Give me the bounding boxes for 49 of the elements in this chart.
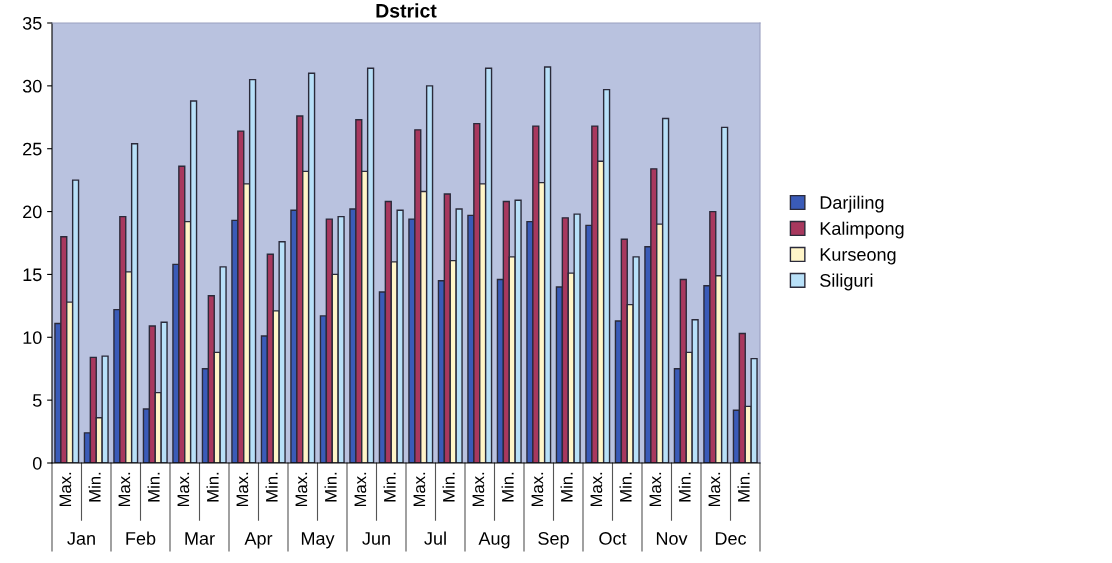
x-tick-label: Min. xyxy=(383,472,396,502)
text: Mar xyxy=(185,532,215,545)
x-tick-label: Min. xyxy=(619,472,632,502)
legend-label: Darjiling xyxy=(820,195,884,213)
text: Jan xyxy=(67,532,95,545)
x-tick-label: Max. xyxy=(295,472,308,507)
text: Sep xyxy=(538,532,569,549)
y-tick-label: 5 xyxy=(32,394,42,407)
y-tick-label: 25 xyxy=(23,142,42,156)
text: Aug xyxy=(478,532,510,549)
text: Jun xyxy=(362,532,390,545)
y-tick-label: 20 xyxy=(23,205,42,219)
x-tick-label: Max. xyxy=(118,472,131,507)
x-tick-label: Max. xyxy=(177,472,190,507)
y-tick-label: 15 xyxy=(23,268,42,282)
legend-label: Kalimpong xyxy=(820,221,904,239)
text: May xyxy=(301,532,335,549)
x-tick-label: Max. xyxy=(708,472,721,507)
x-tick-label: Max. xyxy=(649,472,662,507)
x-tick-label: Min. xyxy=(737,472,750,502)
x-tick-label: Min. xyxy=(501,472,514,502)
legend-label: Siliguri xyxy=(820,273,873,291)
x-tick-label: Max. xyxy=(354,472,367,507)
legend-label: Kurseong xyxy=(820,248,896,265)
x-tick-label: Min. xyxy=(265,472,278,502)
x-tick-label: Max. xyxy=(236,472,249,507)
x-tick-label: Max. xyxy=(413,472,426,507)
x-tick-label: Min. xyxy=(678,472,691,502)
text: Oct xyxy=(599,532,627,545)
y-tick-label: 35 xyxy=(22,16,42,30)
x-tick-label: Max. xyxy=(59,472,72,507)
y-tick-label: 0 xyxy=(32,456,42,470)
y-tick-label: 10 xyxy=(23,331,42,345)
x-tick-label: Min. xyxy=(206,472,219,502)
x-tick-label: Max. xyxy=(590,472,603,507)
y-tick-label: 30 xyxy=(22,79,42,93)
text: Nov xyxy=(656,532,688,545)
x-tick-label: Min. xyxy=(560,472,573,502)
x-tick-label: Max. xyxy=(472,472,485,507)
x-tick-label: Min. xyxy=(147,472,160,502)
x-tick-label: Min. xyxy=(442,472,455,502)
x-tick-label: Min. xyxy=(88,472,101,502)
x-tick-label: Max. xyxy=(531,472,544,507)
chart-title: Dstrict xyxy=(376,3,437,18)
text: Dec xyxy=(715,532,747,545)
text: Apr xyxy=(244,532,273,549)
text: Jul xyxy=(424,531,446,545)
text: Feb xyxy=(126,531,156,545)
x-tick-label: Min. xyxy=(324,472,337,502)
